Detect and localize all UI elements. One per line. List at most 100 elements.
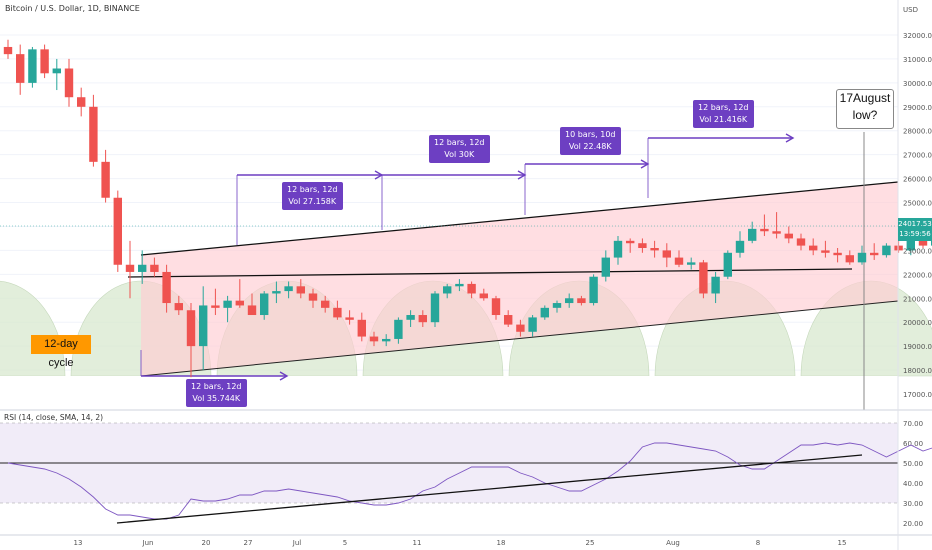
candle-body [64, 68, 74, 98]
time-tick-label: Jul [292, 539, 302, 547]
candle-body [369, 336, 379, 342]
candle-body [3, 46, 13, 55]
candle-body [857, 252, 867, 263]
candle-body [491, 298, 501, 316]
time-tick-label: 5 [343, 539, 347, 547]
rsi-tick-label: 50.00 [903, 460, 923, 468]
candle-body [516, 324, 525, 332]
price-tick-label: 18000.00 [903, 367, 932, 375]
price-tick-label: 17000.00 [903, 391, 932, 399]
measure-5-head [785, 133, 795, 143]
annotation-3-vol: Vol 30K [444, 150, 475, 159]
candle-body [467, 283, 476, 294]
candle-body [479, 293, 488, 299]
annotation-3-bars: 12 bars, 12d [434, 138, 485, 147]
price-tick-label: 29000.00 [903, 104, 932, 112]
price-tick-label: 27000.00 [903, 152, 932, 160]
candle-body [308, 293, 318, 301]
candle-body [162, 271, 171, 304]
candle-body [821, 250, 830, 253]
price-tick-label: 26000.00 [903, 176, 932, 184]
candle-body [199, 305, 208, 347]
annotation-5: 12 bars, 12d Vol 21.416K [693, 100, 754, 128]
annotation-4-vol: Vol 22.48K [568, 142, 612, 151]
candle-body [613, 240, 623, 258]
candle-body [552, 303, 562, 308]
candle-body [113, 197, 122, 265]
currency-label: USD [903, 6, 918, 14]
candle-body [894, 245, 903, 251]
candle-body [674, 257, 684, 265]
candle-body [772, 231, 781, 234]
price-tick-label: 31000.00 [903, 56, 932, 64]
candle-body [845, 255, 854, 263]
candle-body [101, 161, 110, 198]
candle-body [430, 293, 440, 323]
candle-body [394, 319, 403, 339]
price-tick-label: 21000.00 [903, 295, 932, 303]
time-tick-label: Aug [666, 539, 680, 547]
candle-body [186, 310, 196, 347]
candle-body [357, 319, 366, 337]
candle-body [247, 305, 257, 316]
candle-body [321, 300, 330, 308]
callout-line-2: low? [852, 108, 878, 122]
annotation-3: 12 bars, 12d Vol 30K [429, 135, 490, 163]
rising-channel-fill [141, 182, 898, 376]
candle-body [735, 240, 745, 253]
candle-body [687, 262, 696, 265]
august-low-callout: 17August low? [836, 89, 894, 129]
candle-body [235, 300, 244, 306]
price-tick-label: 28000.00 [903, 128, 932, 136]
candle-body [809, 245, 818, 251]
candle-body [296, 286, 305, 294]
price-tick-label: 25000.00 [903, 200, 932, 208]
annotation-4-bars: 10 bars, 10d [565, 130, 616, 139]
candle-body [760, 228, 769, 232]
candle-body [528, 317, 537, 332]
time-tick-label: 20 [202, 539, 211, 547]
candle-body [28, 49, 37, 83]
time-tick-label: 13 [74, 539, 83, 547]
candle-body [626, 240, 635, 244]
candle-body [796, 238, 806, 246]
callout-line-1: 17August [839, 91, 891, 105]
rsi-tick-label: 60.00 [903, 440, 923, 448]
last-price-value: 24017.53 [898, 220, 932, 228]
candle-body [418, 315, 427, 323]
candle-body [577, 298, 586, 304]
candle-body [711, 276, 720, 294]
candle-body [52, 68, 61, 74]
candle-body [40, 49, 49, 74]
price-tick-label: 30000.00 [903, 80, 932, 88]
rsi-tick-label: 30.00 [903, 500, 923, 508]
candle-body [174, 303, 183, 311]
price-tick-label: 19000.00 [903, 343, 932, 351]
price-tick-label: 20000.00 [903, 319, 932, 327]
rsi-label: RSI (14, close, SMA, 14, 2) [4, 413, 104, 422]
cycle-base-mask [0, 376, 898, 410]
candle-body [406, 315, 415, 320]
candle-body [284, 286, 293, 292]
rsi-tick-label: 40.00 [903, 480, 923, 488]
candle-body [260, 293, 269, 316]
annotation-2-vol: Vol 27.158K [288, 197, 337, 206]
annotation-5-bars: 12 bars, 12d [698, 103, 749, 112]
cycle-label: 12-day cycle [31, 335, 91, 369]
channel-upper-line [140, 181, 899, 256]
candle-body [223, 300, 232, 308]
annotation-5-vol: Vol 21.416K [699, 115, 748, 124]
annotation-1-bars: 12 bars, 12d [191, 382, 242, 391]
candle-body [16, 54, 25, 83]
channel-lower-line [140, 300, 899, 377]
candle-body [382, 338, 391, 342]
candle-body [138, 264, 147, 272]
candle-body [150, 264, 159, 272]
candle-body [443, 286, 452, 294]
candle-body [125, 264, 135, 272]
time-tick-label: 15 [838, 539, 847, 547]
time-tick-label: 8 [756, 539, 760, 547]
candle-body [89, 106, 98, 162]
